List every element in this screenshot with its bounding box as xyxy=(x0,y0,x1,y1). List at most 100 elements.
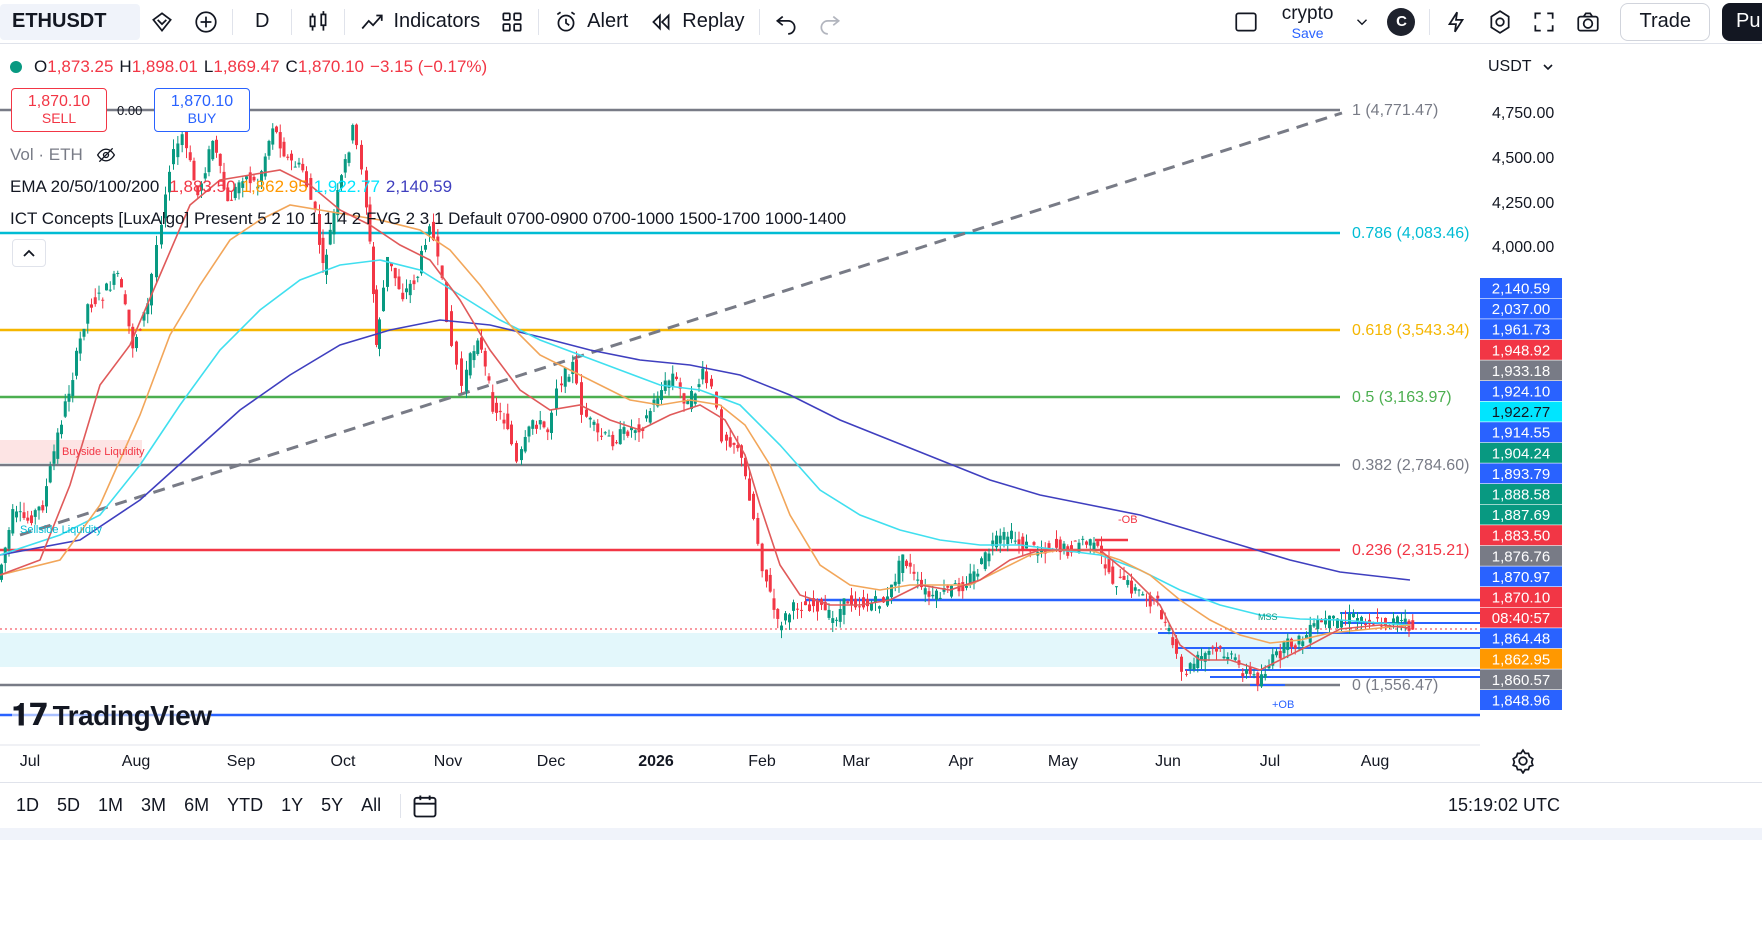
tradingview-logo[interactable]: 𝟏𝟳 TradingView xyxy=(12,698,212,733)
price-tag[interactable]: 1,860.57 xyxy=(1480,669,1562,690)
range-3m[interactable]: 3M xyxy=(141,795,167,815)
candle-body xyxy=(527,426,531,437)
candle-body xyxy=(1256,672,1260,686)
x-axis-label: Jul xyxy=(20,753,40,770)
candle-body xyxy=(510,424,513,445)
price-tag[interactable]: 1,922.77 xyxy=(1480,401,1562,422)
price-tag[interactable]: 2,037.00 xyxy=(1480,298,1562,319)
layout-icon[interactable] xyxy=(1224,0,1268,44)
price-tag-bg xyxy=(1480,648,1562,669)
publish-button[interactable]: Pu xyxy=(1722,2,1762,41)
candle-body xyxy=(1111,566,1115,584)
candle-body xyxy=(905,560,908,567)
templates-icon[interactable] xyxy=(490,0,534,44)
range-1d[interactable]: 1D xyxy=(16,795,40,815)
price-tag[interactable]: 1,924.10 xyxy=(1480,381,1562,401)
clock[interactable]: 15:19:02 UTC xyxy=(1447,795,1560,815)
ema-50-line[interactable] xyxy=(0,204,1411,644)
collapse-legend-button[interactable] xyxy=(12,239,46,267)
price-tag[interactable]: 08:40:57 xyxy=(1480,607,1562,628)
candle-body xyxy=(328,229,332,245)
ema-20-line[interactable] xyxy=(0,169,1411,671)
price-tag-value: 1,883.50 xyxy=(1492,528,1550,545)
volume-legend[interactable]: Vol · ETH xyxy=(10,145,119,165)
currency-select[interactable]: USDT xyxy=(1480,52,1562,82)
quick-search-icon[interactable] xyxy=(1434,0,1478,44)
interval-button[interactable]: D xyxy=(237,0,287,44)
sell-button[interactable]: 1,870.10 SELL xyxy=(11,88,107,132)
price-scale-tags[interactable]: 2,140.59 2,037.00 1,961.73 1,948.92 1,933.18… xyxy=(1480,278,1562,710)
range-5d[interactable]: 5D xyxy=(57,795,81,815)
candle-body xyxy=(188,152,192,161)
candle-body xyxy=(920,579,923,588)
range-6m[interactable]: 6M xyxy=(184,795,210,815)
price-tag-bg xyxy=(1480,607,1562,628)
price-tag[interactable]: 1,961.73 xyxy=(1480,319,1562,340)
camera-icon[interactable] xyxy=(1566,0,1610,44)
ema-100-line[interactable] xyxy=(0,259,1411,626)
ict-legend[interactable]: ICT Concepts [LuxAlgo] Present 5 2 10 1 … xyxy=(10,209,852,229)
candle-body xyxy=(1376,617,1379,619)
candle-body xyxy=(788,614,791,623)
buy-button[interactable]: 1,870.10 BUY xyxy=(154,88,250,132)
ema-200-line[interactable] xyxy=(0,319,1411,581)
price-tag[interactable]: 1,948.92 xyxy=(1480,339,1562,360)
price-tag[interactable]: 1,888.58 xyxy=(1480,484,1562,504)
candle-body xyxy=(976,573,980,577)
candle-body xyxy=(120,279,123,288)
range-1m[interactable]: 1M xyxy=(98,795,124,815)
candle-body xyxy=(728,437,732,447)
settings-gear-icon[interactable] xyxy=(1478,0,1522,44)
compare-icon[interactable] xyxy=(140,0,184,44)
range-5y[interactable]: 5Y xyxy=(321,795,344,815)
price-tag[interactable]: 1,914.55 xyxy=(1480,422,1562,443)
candle-body xyxy=(1305,635,1308,639)
candle-body xyxy=(1188,663,1192,669)
chevron-down-icon[interactable] xyxy=(1347,0,1377,44)
price-tag[interactable]: 1,848.96 xyxy=(1480,690,1562,710)
candle-body xyxy=(893,581,897,586)
add-symbol-icon[interactable] xyxy=(184,0,228,44)
replay-button[interactable]: Replay xyxy=(638,0,754,44)
trend-line-dashed[interactable] xyxy=(19,111,1343,537)
price-tag[interactable]: 1,870.10 xyxy=(1480,587,1562,607)
undo-icon[interactable] xyxy=(764,0,808,44)
price-tag[interactable]: 1,887.69 xyxy=(1480,504,1562,525)
candle-body xyxy=(41,505,45,511)
ema-legend[interactable]: EMA 20/50/100/200 1,883.50 1,862.95 1,92… xyxy=(10,177,458,197)
price-tag[interactable]: 1,883.50 xyxy=(1480,525,1562,546)
calendar-range-icon[interactable] xyxy=(411,792,439,820)
price-tag[interactable]: 1,893.79 xyxy=(1480,463,1562,484)
fullscreen-icon[interactable] xyxy=(1522,0,1566,44)
candle-body xyxy=(935,590,938,600)
indicators-button[interactable]: Indicators xyxy=(349,0,490,44)
chevron-up-icon xyxy=(23,249,35,257)
candle-body xyxy=(1145,599,1148,601)
eye-off-icon[interactable] xyxy=(93,145,119,165)
bottom-toolbar: 1D 5D 1M 3M 6M YTD 1Y 5Y All 15:19:02 UT… xyxy=(0,782,1762,828)
candle-body xyxy=(1384,617,1387,626)
candle-body xyxy=(67,393,71,402)
trade-button[interactable]: Trade xyxy=(1620,2,1710,41)
price-chart[interactable]: 1 (4,771.47) 0.786 (4,083.46) 0.618 (3,5… xyxy=(0,45,1762,782)
range-1y[interactable]: 1Y xyxy=(281,795,304,815)
chart-settings-icon[interactable] xyxy=(1510,748,1536,774)
user-menu[interactable]: C xyxy=(1377,7,1425,36)
price-tag[interactable]: 1,864.48 xyxy=(1480,628,1562,649)
symbol-search-button[interactable]: ETHUSDT xyxy=(0,3,140,40)
price-tag[interactable]: 2,140.59 xyxy=(1480,278,1562,298)
candle-body xyxy=(968,573,972,584)
price-tag[interactable]: 1,876.76 xyxy=(1480,545,1562,566)
range-ytd[interactable]: YTD xyxy=(227,795,264,815)
range-all[interactable]: All xyxy=(361,795,382,815)
price-tag[interactable]: 1,904.24 xyxy=(1480,442,1562,463)
candles-icon[interactable] xyxy=(296,0,340,44)
candle-body xyxy=(278,132,282,149)
price-tag[interactable]: 1,933.18 xyxy=(1480,360,1562,381)
price-tag[interactable]: 1,862.95 xyxy=(1480,648,1562,669)
layout-save-button[interactable]: crypto Save xyxy=(1268,4,1348,40)
redo-icon[interactable] xyxy=(808,0,852,44)
ema-200-value: 2,140.59 xyxy=(385,177,453,196)
alert-button[interactable]: Alert xyxy=(543,0,638,44)
price-tag[interactable]: 1,870.97 xyxy=(1480,566,1562,587)
